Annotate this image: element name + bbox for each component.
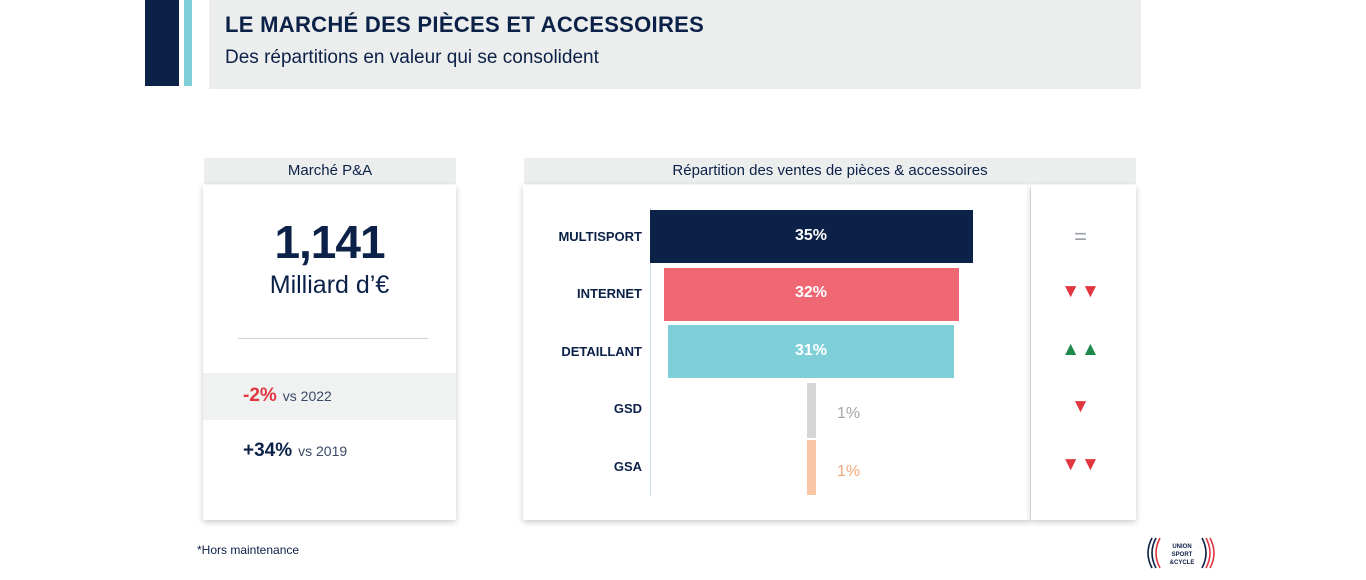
bar-value-label: 32% xyxy=(794,284,828,301)
bar-internet xyxy=(663,267,959,321)
chart-title: Répartition des ventes de pièces & acces… xyxy=(524,158,1136,184)
category-label: GSA xyxy=(613,458,642,474)
trend-down-icon: ▼▼ xyxy=(1061,281,1101,302)
card-divider xyxy=(238,338,428,339)
header-banner: LE MARCHÉ DES PIÈCES ET ACCESSOIRES Des … xyxy=(209,0,1141,89)
svg-text:&CYCLE: &CYCLE xyxy=(1170,560,1195,566)
bar-gsd xyxy=(806,382,816,438)
category-label: INTERNET xyxy=(577,286,642,301)
bar-multisport xyxy=(649,210,973,263)
category-label: GSD xyxy=(613,401,642,416)
comparison-2022-label: vs 2022 xyxy=(282,388,332,404)
market-card: 1,141 Milliard d’€ -2% vs 2022 +34% vs 201… xyxy=(203,185,456,520)
header-accent-bar-dark xyxy=(145,0,179,86)
trend-up-icon: ▲▲ xyxy=(1061,338,1101,360)
category-label: DETAILLANT xyxy=(561,343,642,359)
page-subtitle: Des répartitions en valeur qui se consol… xyxy=(225,47,599,68)
bar-detaillant xyxy=(668,325,954,378)
bar-value-label: 31% xyxy=(794,341,828,359)
bar-gsa xyxy=(806,440,816,495)
comparison-2019: +34% vs 2019 xyxy=(243,440,347,462)
bar-value-label: 1% xyxy=(837,462,861,480)
market-unit: Milliard d’€ xyxy=(269,271,390,299)
market-value: 1,141 xyxy=(274,216,385,268)
category-label: MULTISPORT xyxy=(558,228,642,244)
comparison-2022-pct: -2% xyxy=(243,385,277,406)
chart-axis-line xyxy=(650,208,651,496)
union-sport-cycle-logo-icon: UNION SPORT &CYCLE xyxy=(1147,537,1215,569)
comparison-2019-pct: +34% xyxy=(243,440,293,461)
comparison-row-shade xyxy=(203,373,456,420)
comparison-2022: -2% vs 2022 xyxy=(243,385,332,407)
trend-card xyxy=(1031,185,1136,520)
svg-text:UNION: UNION xyxy=(1172,544,1191,550)
bar-value-label: 35% xyxy=(794,226,828,244)
svg-text:SPORT: SPORT xyxy=(1172,552,1193,558)
trend-down-icon: ▼ xyxy=(1071,396,1091,417)
footnote: *Hors maintenance xyxy=(197,543,300,557)
bar-value-label: 1% xyxy=(837,405,861,422)
trend-down-icon: ▼▼ xyxy=(1061,453,1101,475)
header-accent-bar-light xyxy=(184,0,192,86)
page-title: LE MARCHÉ DES PIÈCES ET ACCESSOIRES xyxy=(225,12,705,37)
trend-eq-icon: = xyxy=(1074,223,1088,249)
comparison-2019-label: vs 2019 xyxy=(298,443,348,459)
market-card-title: Marché P&A xyxy=(204,158,456,184)
